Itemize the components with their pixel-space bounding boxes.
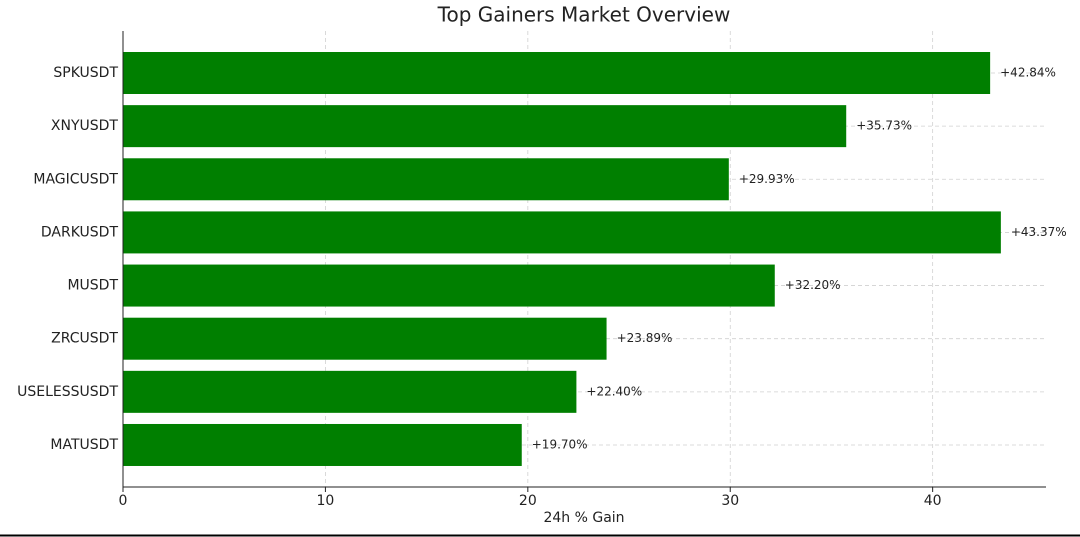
x-tick-label: 30 [721,493,739,509]
value-label: +35.73% [856,119,912,133]
y-tick-label: MUSDT [67,278,118,294]
y-tick-label: XNYUSDT [51,118,119,134]
bar [123,52,991,94]
value-label: +29.93% [739,172,795,186]
x-tick-label: 0 [119,493,128,509]
x-tick-label: 10 [316,493,334,509]
y-tick-label: MATUSDT [50,437,118,453]
value-label: +32.20% [785,278,841,292]
bar [123,423,522,466]
bar [123,370,577,413]
bar [123,317,607,360]
bar [123,211,1001,254]
y-tick-label: DARKUSDT [41,224,119,240]
chart-title: Top Gainers Market Overview [437,3,731,27]
y-tick-label: ZRCUSDT [51,331,118,347]
bar [123,105,847,148]
value-label: +43.37% [1011,225,1067,239]
value-label: +22.40% [586,384,642,398]
value-label: +42.84% [1000,66,1056,80]
bar [123,264,775,307]
bar [123,158,729,201]
y-tick-label: SPKUSDT [53,65,118,81]
y-tick-label: MAGICUSDT [33,171,118,187]
x-axis-label: 24h % Gain [543,510,624,526]
x-tick-label: 40 [924,493,942,509]
value-label: +23.89% [617,331,673,345]
y-tick-label: USELESSUSDT [17,384,118,400]
value-label: +19.70% [532,437,588,451]
x-tick-label: 20 [519,493,537,509]
